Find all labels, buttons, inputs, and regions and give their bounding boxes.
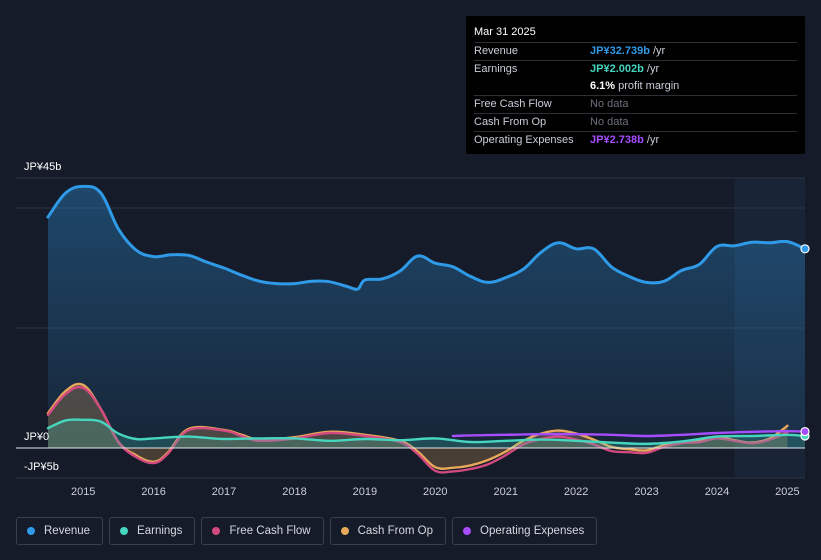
chart-legend: Revenue Earnings Free Cash Flow Cash Fro…: [16, 517, 598, 547]
legend-label: Free Cash Flow: [229, 525, 311, 537]
legend-dot-icon: [27, 527, 35, 535]
cfo-value: No data: [590, 116, 629, 128]
series-area-revenue: [48, 186, 805, 448]
y-tick-label-zero: JP¥0: [24, 431, 49, 443]
x-tick-label: 2019: [353, 486, 377, 498]
legend-cash-from-op[interactable]: Cash From Op: [329, 517, 447, 545]
tooltip-row-opex: Operating Expenses JP¥2.738b /yr: [474, 131, 797, 149]
x-tick-label: 2023: [634, 486, 658, 498]
revenue-value: JP¥32.739b: [590, 45, 650, 57]
endpoint-markers: [800, 244, 810, 441]
series-layer: [16, 184, 807, 474]
endpoint-operating-expenses: [800, 426, 810, 437]
legend-dot-icon: [120, 527, 129, 535]
endpoint-revenue: [800, 244, 810, 254]
fcf-value: No data: [590, 98, 629, 110]
tooltip-row-earnings: Earnings JP¥2.002b /yr: [474, 60, 797, 78]
x-axis: 2015 2016 2017 2018 2019 2020 2021 2022 2023 2024…: [71, 486, 800, 498]
margin-value: 6.1%: [590, 80, 616, 92]
opex-unit: /yr: [646, 134, 660, 146]
x-tick-label: 2024: [705, 486, 729, 498]
x-tick-label: 2025: [775, 486, 799, 498]
legend-free-cash-flow[interactable]: Free Cash Flow: [201, 517, 324, 545]
opex-value: JP¥2.738b: [590, 134, 644, 146]
earnings-unit: /yr: [646, 63, 660, 75]
series-line-operating-expenses: [451, 430, 807, 438]
x-tick-label: 2018: [282, 486, 306, 498]
legend-label: Cash From Op: [357, 525, 434, 537]
tooltip-row-fcf: Free Cash Flow No data: [474, 95, 797, 113]
tooltip-label: Free Cash Flow: [474, 98, 552, 110]
legend-label: Operating Expenses: [480, 525, 585, 537]
tooltip-value: 6.1% profit margin: [590, 78, 679, 95]
financial-line-chart: JP¥45b JP¥0 -JP¥5b 2015 2016 2017 2018 2019 2…: [16, 161, 810, 498]
y-tick-label-top: JP¥45b: [24, 161, 61, 173]
tooltip-label: Earnings: [474, 63, 518, 75]
tooltip-value: JP¥2.738b /yr: [590, 132, 659, 149]
tooltip-label: Revenue: [474, 45, 519, 57]
tooltip-row-revenue: Revenue JP¥32.739b /yr: [474, 42, 797, 60]
series-line-revenue: [46, 184, 807, 291]
x-tick-label: 2016: [141, 486, 165, 498]
legend-dot-icon: [463, 527, 472, 535]
x-tick-label: 2017: [212, 486, 236, 498]
earnings-value: JP¥2.002b: [590, 63, 644, 75]
legend-earnings[interactable]: Earnings: [109, 517, 196, 545]
data-tooltip: Mar 31 2025 Revenue JP¥32.739b /yr Earni…: [466, 16, 805, 154]
series-line-free-cash-flow: [46, 385, 789, 474]
legend-revenue[interactable]: Revenue: [16, 517, 104, 545]
series-line-earnings: [46, 418, 807, 446]
series-area-earnings: [48, 419, 805, 448]
tooltip-row-cfo: Cash From Op No data: [474, 113, 797, 131]
tooltip-label: Cash From Op: [474, 116, 547, 128]
revenue-unit: /yr: [653, 45, 666, 57]
legend-operating-expenses[interactable]: Operating Expenses: [452, 517, 598, 545]
legend-label: Revenue: [44, 525, 91, 537]
tooltip-label: [474, 78, 590, 95]
y-axis: JP¥45b JP¥0 -JP¥5b: [24, 161, 61, 473]
margin-unit: profit margin: [618, 80, 680, 92]
tooltip-row-margin: 6.1% profit margin: [474, 78, 797, 95]
x-tick-label: 2015: [71, 486, 95, 498]
y-tick-label-bottom: -JP¥5b: [24, 461, 59, 473]
tooltip-label: Operating Expenses: [474, 134, 574, 146]
x-tick-label: 2022: [564, 486, 588, 498]
x-tick-label: 2021: [493, 486, 517, 498]
tooltip-value: JP¥32.739b /yr: [590, 43, 665, 60]
legend-dot-icon: [212, 527, 221, 535]
x-tick-label: 2020: [423, 486, 447, 498]
tooltip-date: Mar 31 2025: [474, 26, 536, 38]
legend-label: Earnings: [137, 525, 183, 537]
tooltip-value: JP¥2.002b /yr: [590, 61, 659, 78]
legend-dot-icon: [340, 527, 349, 535]
